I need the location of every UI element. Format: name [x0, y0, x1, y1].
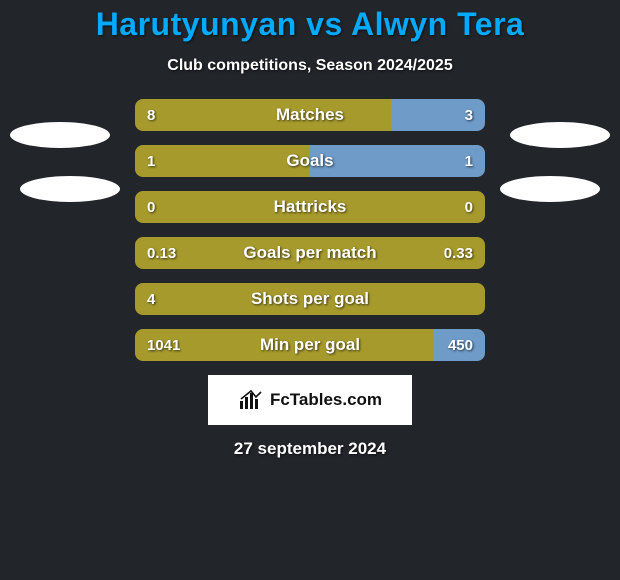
- bar-right: [391, 99, 486, 131]
- bar-track: [135, 237, 485, 269]
- bar-left: [135, 145, 310, 177]
- bar-left: [135, 99, 391, 131]
- chart-icon: [238, 389, 264, 411]
- bar-track: [135, 329, 485, 361]
- watermark-text: FcTables.com: [270, 390, 382, 410]
- bar-right: [433, 329, 486, 361]
- bar-track: [135, 283, 485, 315]
- bar-right: [310, 145, 485, 177]
- stat-row: 0.130.33Goals per match: [135, 237, 485, 269]
- date-text: 27 september 2024: [0, 439, 620, 459]
- bar-left: [135, 329, 433, 361]
- watermark-badge: FcTables.com: [208, 375, 412, 425]
- subtitle: Club competitions, Season 2024/2025: [0, 57, 620, 75]
- left-player-badge: [20, 176, 120, 202]
- left-player-badge: [10, 122, 110, 148]
- bar-left: [135, 191, 485, 223]
- bar-track: [135, 145, 485, 177]
- right-player-badge: [510, 122, 610, 148]
- stat-row: 83Matches: [135, 99, 485, 131]
- stat-row: 11Goals: [135, 145, 485, 177]
- bar-left: [135, 283, 485, 315]
- stat-row: 4Shots per goal: [135, 283, 485, 315]
- bar-track: [135, 99, 485, 131]
- stat-row: 00Hattricks: [135, 191, 485, 223]
- page-title: Harutyunyan vs Alwyn Tera: [0, 0, 620, 43]
- right-player-badge: [500, 176, 600, 202]
- stat-row: 1041450Min per goal: [135, 329, 485, 361]
- bar-track: [135, 191, 485, 223]
- bar-left: [135, 237, 485, 269]
